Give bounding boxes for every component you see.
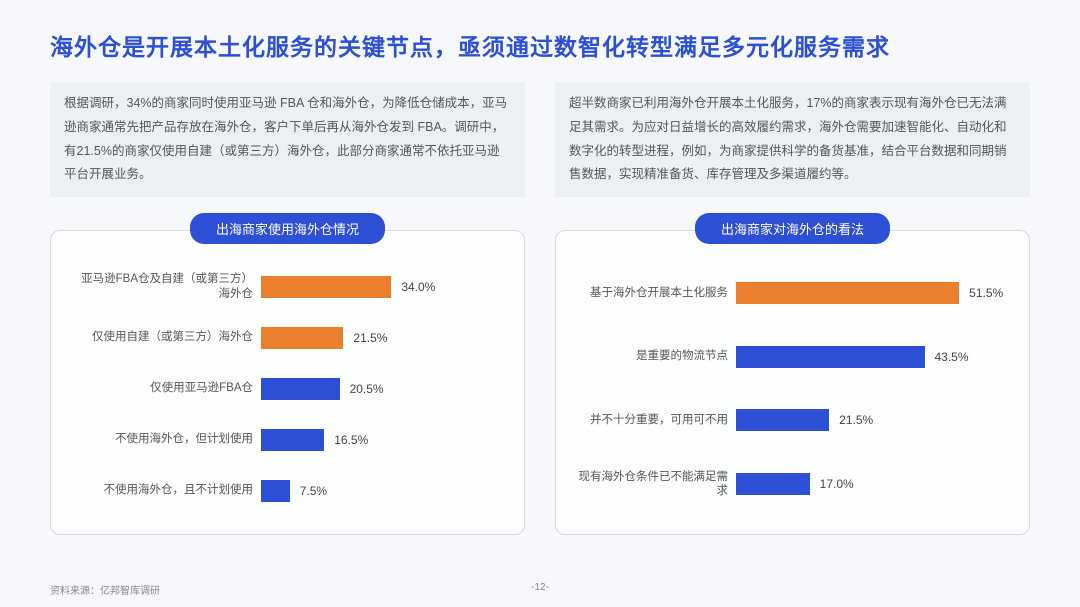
bar-track xyxy=(261,327,343,349)
bar-row: 仅使用亚马逊FBA仓 20.5% xyxy=(71,369,504,409)
bar-track xyxy=(736,282,959,304)
bar-label: 不使用海外仓，但计划使用 xyxy=(71,432,261,446)
right-column: 超半数商家已利用海外仓开展本土化服务，17%的商家表示现有海外仓已无法满足其需求… xyxy=(555,82,1030,535)
bar-row: 仅使用自建（或第三方）海外仓 21.5% xyxy=(71,318,504,358)
bar-value: 21.5% xyxy=(353,331,387,345)
right-desc: 超半数商家已利用海外仓开展本土化服务，17%的商家表示现有海外仓已无法满足其需求… xyxy=(555,82,1030,197)
bar-label: 仅使用自建（或第三方）海外仓 xyxy=(71,330,261,344)
bar-fill xyxy=(261,480,290,502)
footer: 资料来源：亿邦智库调研 -12- xyxy=(50,582,1030,597)
bar-label: 仅使用亚马逊FBA仓 xyxy=(71,381,261,395)
bar-fill xyxy=(261,327,343,349)
bar-row: 现有海外仓条件已不能满足需求 17.0% xyxy=(576,464,1009,504)
bar-track xyxy=(736,473,810,495)
bar-fill xyxy=(736,346,925,368)
bar-value: 17.0% xyxy=(820,477,854,491)
left-chart-title: 出海商家使用海外仓情况 xyxy=(190,213,385,244)
bar-value: 7.5% xyxy=(300,484,327,498)
right-chart-title: 出海商家对海外仓的看法 xyxy=(695,213,890,244)
bar-fill xyxy=(736,282,959,304)
bar-value: 43.5% xyxy=(935,350,969,364)
bar-value: 34.0% xyxy=(401,280,435,294)
bar-row: 不使用海外仓，且不计划使用 7.5% xyxy=(71,471,504,511)
bar-track xyxy=(736,409,829,431)
bar-value: 20.5% xyxy=(350,382,384,396)
left-column: 根据调研，34%的商家同时使用亚马逊 FBA 仓和海外仓，为降低仓储成本，亚马逊… xyxy=(50,82,525,535)
bar-fill xyxy=(736,473,810,495)
bar-fill xyxy=(261,276,391,298)
left-desc: 根据调研，34%的商家同时使用亚马逊 FBA 仓和海外仓，为降低仓储成本，亚马逊… xyxy=(50,82,525,197)
bar-fill xyxy=(736,409,829,431)
page-title: 海外仓是开展本土化服务的关键节点，亟须通过数智化转型满足多元化服务需求 xyxy=(50,28,1030,62)
bar-row: 基于海外仓开展本土化服务 51.5% xyxy=(576,273,1009,313)
bar-track xyxy=(736,346,925,368)
bar-track xyxy=(261,276,391,298)
bar-row: 是重要的物流节点 43.5% xyxy=(576,337,1009,377)
bar-track xyxy=(261,480,290,502)
left-chart: 亚马逊FBA仓及自建（或第三方）海外仓 34.0% 仅使用自建（或第三方）海外仓 21… xyxy=(50,230,525,535)
source-text: 资料来源：亿邦智库调研 xyxy=(50,582,377,597)
bar-value: 51.5% xyxy=(969,286,1003,300)
bar-label: 基于海外仓开展本土化服务 xyxy=(576,286,736,300)
page-number: -12- xyxy=(377,582,704,597)
bar-label: 现有海外仓条件已不能满足需求 xyxy=(576,470,736,499)
bar-fill xyxy=(261,378,340,400)
bar-track xyxy=(261,429,324,451)
bar-label: 是重要的物流节点 xyxy=(576,349,736,363)
bar-value: 16.5% xyxy=(334,433,368,447)
bar-row: 亚马逊FBA仓及自建（或第三方）海外仓 34.0% xyxy=(71,267,504,307)
right-chart: 基于海外仓开展本土化服务 51.5% 是重要的物流节点 43.5% 并不十分重要，可用可… xyxy=(555,230,1030,535)
bar-row: 不使用海外仓，但计划使用 16.5% xyxy=(71,420,504,460)
bar-value: 21.5% xyxy=(839,413,873,427)
bar-row: 并不十分重要，可用可不用 21.5% xyxy=(576,400,1009,440)
bar-fill xyxy=(261,429,324,451)
bar-label: 并不十分重要，可用可不用 xyxy=(576,413,736,427)
bar-track xyxy=(261,378,340,400)
bar-label: 亚马逊FBA仓及自建（或第三方）海外仓 xyxy=(71,272,261,301)
bar-label: 不使用海外仓，且不计划使用 xyxy=(71,483,261,497)
